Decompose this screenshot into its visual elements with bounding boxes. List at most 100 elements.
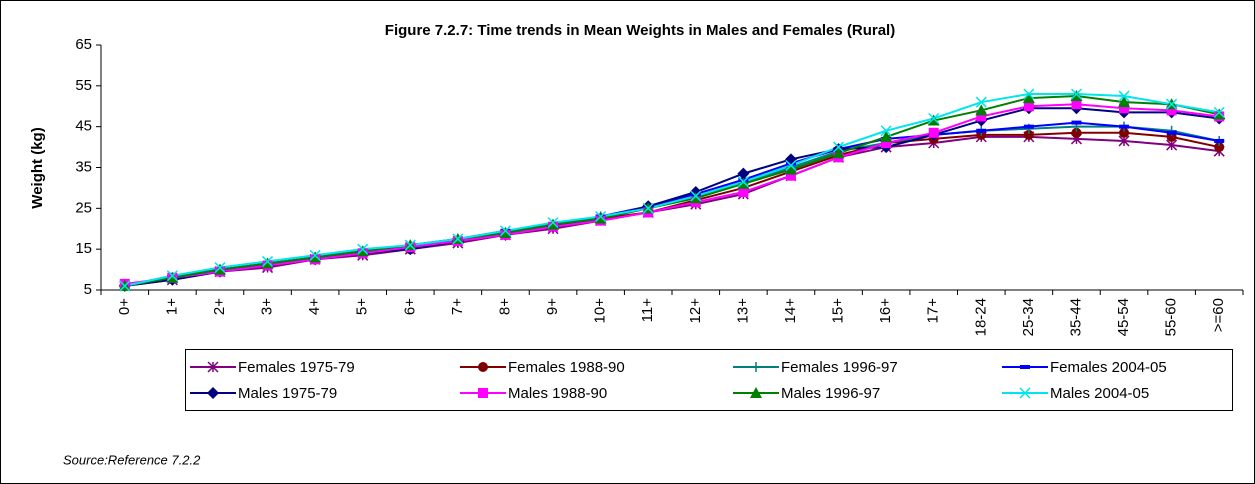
data-point <box>1166 130 1177 135</box>
data-point <box>214 262 226 274</box>
data-point <box>880 130 893 142</box>
data-point <box>1119 103 1130 114</box>
data-point <box>1119 127 1130 138</box>
legend-label: Males 1988-90 <box>508 385 607 402</box>
y-tick-label: 65 <box>75 36 92 53</box>
legend-label: Females 1988-90 <box>508 359 625 376</box>
data-point <box>1118 90 1130 102</box>
x-tick-label: 4+ <box>306 298 323 315</box>
data-point <box>547 218 560 230</box>
x-tick-label: 1+ <box>163 298 180 315</box>
x-tick-label: 45-54 <box>1115 298 1132 336</box>
data-point <box>737 176 749 188</box>
legend-marker <box>751 362 761 372</box>
data-point <box>452 233 464 245</box>
x-tick-label: 9+ <box>544 298 561 315</box>
data-point <box>785 159 797 171</box>
x-tick-label: 8+ <box>496 298 513 315</box>
data-point <box>261 257 274 269</box>
legend-box <box>185 349 1233 411</box>
data-point <box>881 138 892 148</box>
y-tick-label: 55 <box>75 77 92 94</box>
data-point <box>738 187 749 197</box>
y-tick-label: 15 <box>75 240 92 257</box>
x-tick-label: 12+ <box>687 298 704 324</box>
series-line <box>124 103 1220 285</box>
data-point <box>1213 108 1226 120</box>
legend-label: Males 2004-05 <box>1050 385 1149 402</box>
data-point <box>1023 88 1035 100</box>
y-tick-label: 45 <box>75 118 92 135</box>
data-point <box>119 280 131 292</box>
data-point <box>1118 96 1131 108</box>
data-point <box>1023 101 1034 112</box>
legend-marker <box>207 361 219 373</box>
x-tick-label: 11+ <box>639 298 656 323</box>
x-tick-label: 35-44 <box>1067 298 1084 336</box>
data-point <box>928 112 940 125</box>
x-tick-label: 5+ <box>354 298 371 315</box>
legend-marker <box>478 388 488 398</box>
data-point <box>595 210 607 223</box>
x-tick-label: 55-60 <box>1163 298 1180 336</box>
data-point <box>1022 92 1035 104</box>
data-point <box>975 104 988 116</box>
data-point <box>499 225 511 237</box>
data-point <box>213 263 226 275</box>
source-note: Source:Reference 7.2.2 <box>63 452 201 467</box>
data-point <box>1166 105 1177 116</box>
data-point <box>1071 127 1082 138</box>
data-point <box>1070 90 1083 102</box>
data-point <box>689 186 702 198</box>
chart-title: Figure 7.2.7: Time trends in Mean Weight… <box>385 22 895 39</box>
data-point <box>1119 124 1130 129</box>
legend-marker <box>1020 365 1030 369</box>
data-point <box>356 245 369 257</box>
x-tick-label: 13+ <box>734 298 751 324</box>
data-point <box>976 128 987 133</box>
series-line <box>124 93 1220 287</box>
data-point <box>309 251 322 263</box>
legend-marker <box>750 387 762 398</box>
data-point <box>927 114 940 126</box>
data-point <box>1070 88 1082 100</box>
x-tick-label: 6+ <box>401 298 418 315</box>
data-point <box>1071 120 1082 125</box>
data-point <box>784 163 797 175</box>
data-point <box>928 127 939 138</box>
y-tick-label: 5 <box>84 281 92 298</box>
data-point <box>976 111 987 122</box>
legend-marker <box>478 362 488 372</box>
y-tick-label: 35 <box>75 158 92 175</box>
data-point <box>737 177 750 189</box>
legend-label: Males 1975-79 <box>238 385 337 402</box>
y-tick-label: 25 <box>75 199 92 216</box>
data-point <box>737 167 750 180</box>
data-point <box>975 96 987 108</box>
data-point <box>1071 99 1082 110</box>
x-tick-label: 14+ <box>782 298 799 324</box>
data-point <box>785 170 796 181</box>
data-point <box>689 192 702 204</box>
data-point <box>166 270 178 282</box>
legend-label: Females 1975-79 <box>238 359 355 376</box>
data-point <box>690 190 702 202</box>
y-axis-title: Weight (kg) <box>29 127 46 208</box>
legend-label: Males 1996-97 <box>781 385 880 402</box>
x-tick-label: 17+ <box>925 298 942 324</box>
x-tick-label: 0+ <box>116 298 133 315</box>
data-point <box>1166 98 1178 110</box>
legend-marker <box>207 387 219 399</box>
data-point <box>1214 138 1225 143</box>
data-point <box>833 141 845 153</box>
data-point <box>1023 129 1034 140</box>
x-tick-label: 3+ <box>259 298 276 315</box>
x-tick-label: 15+ <box>830 298 847 324</box>
x-tick-label: 16+ <box>877 298 894 324</box>
x-tick-label: 18-24 <box>972 298 989 336</box>
data-point <box>357 243 369 255</box>
data-point <box>1214 142 1225 153</box>
